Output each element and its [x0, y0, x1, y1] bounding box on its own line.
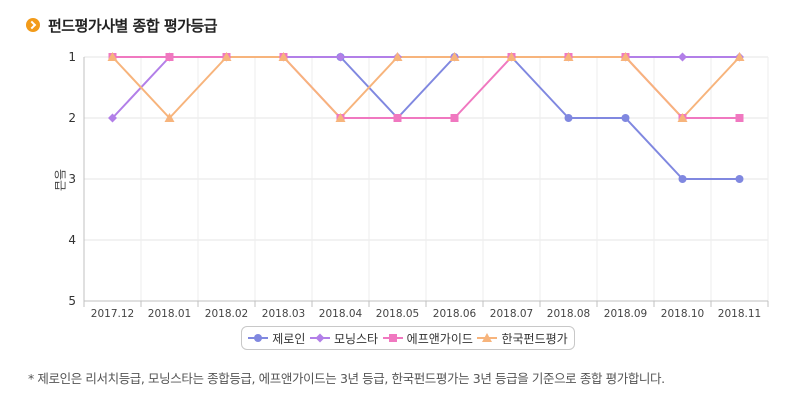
series-lines: [111, 56, 741, 180]
legend-item[interactable]: 모닝스타: [309, 330, 379, 347]
legend-item[interactable]: 한국펀드평가: [477, 330, 568, 347]
x-tick-label: 2018.01: [148, 308, 191, 320]
data-point-triangle: [677, 113, 688, 122]
data-point-triangle: [482, 333, 493, 342]
data-point-circle: [254, 334, 263, 342]
legend-item[interactable]: 제로인: [248, 330, 305, 347]
y-tick-label: 4: [68, 233, 76, 247]
data-point-triangle: [107, 52, 118, 61]
chart-title: 펀드평가사별 종합 평가등급: [48, 16, 218, 35]
legend-label: 제로인: [272, 331, 306, 346]
data-point-triangle: [734, 52, 745, 61]
y-tick-label: 2: [68, 111, 76, 125]
legend-label: 모닝스타: [333, 331, 379, 346]
data-point-triangle: [164, 113, 175, 122]
data-point-circle: [564, 114, 573, 122]
data-point-square: [450, 114, 459, 122]
series-line: [111, 56, 741, 119]
line-chart: 1 2 3 4 5 2017.12 2018.01 2018.02 2018.03 2018.04…: [53, 50, 769, 320]
data-point-triangle: [221, 52, 232, 61]
x-tick-label: 2018.10: [661, 308, 704, 320]
y-axis-label: 등급: [53, 169, 67, 191]
chevron-right-circle-icon: [26, 18, 40, 32]
tick-labels: 1 2 3 4 5 2017.12 2018.01 2018.02 2018.03 2018.04…: [68, 50, 761, 320]
data-point-square: [388, 334, 397, 342]
axes: [83, 57, 769, 307]
data-point-square: [393, 114, 402, 122]
data-point-triangle: [278, 52, 289, 61]
x-tick-label: 2018.08: [547, 308, 590, 320]
grid-lines: [83, 56, 769, 302]
chart-legend: 제로인 모닝스타 에프앤가이드 한국펀드평가: [241, 326, 575, 350]
legend-symbol-square-icon: [382, 334, 403, 342]
data-point-square: [165, 53, 174, 61]
data-point-circle: [678, 175, 687, 183]
data-point-triangle: [392, 52, 403, 61]
legend-symbol-diamond-icon: [309, 333, 330, 343]
x-tick-label: 2018.03: [262, 308, 305, 320]
legend-label: 한국펀드평가: [501, 331, 568, 346]
x-tick-label: 2017.12: [91, 308, 134, 320]
data-point-diamond: [336, 52, 345, 62]
data-point-diamond: [678, 52, 687, 62]
x-tick-label: 2018.06: [433, 308, 477, 320]
y-tick-label: 5: [68, 294, 76, 308]
x-tick-label: 2018.07: [490, 308, 533, 320]
series-markers: [107, 52, 745, 183]
x-tick-label: 2018.09: [604, 308, 647, 320]
x-tick-label: 2018.04: [319, 308, 363, 320]
x-tick-label: 2018.05: [376, 308, 419, 320]
x-tick-label: 2018.02: [205, 308, 248, 320]
legend-label: 에프앤가이드: [406, 331, 473, 346]
data-point-triangle: [449, 52, 460, 61]
chart-header: 펀드평가사별 종합 평가등급: [26, 14, 218, 36]
data-point-triangle: [563, 52, 574, 61]
footnote: * 제로인은 리서치등급, 모닝스타는 종합등급, 에프앤가이드는 3년 등급,…: [28, 371, 665, 386]
data-point-diamond: [108, 113, 117, 123]
data-point-square: [735, 114, 744, 122]
data-point-circle: [735, 175, 744, 183]
x-tick-label: 2018.11: [718, 308, 761, 320]
legend-item[interactable]: 에프앤가이드: [382, 330, 473, 347]
y-tick-label: 1: [68, 50, 76, 64]
legend-symbol-circle-icon: [248, 334, 269, 342]
legend-symbol-triangle-icon: [477, 333, 498, 342]
data-point-diamond: [315, 333, 325, 343]
data-point-triangle: [506, 52, 517, 61]
data-point-triangle: [335, 113, 346, 122]
data-point-circle: [621, 114, 630, 122]
data-point-triangle: [620, 52, 631, 61]
y-tick-label: 3: [68, 172, 76, 186]
